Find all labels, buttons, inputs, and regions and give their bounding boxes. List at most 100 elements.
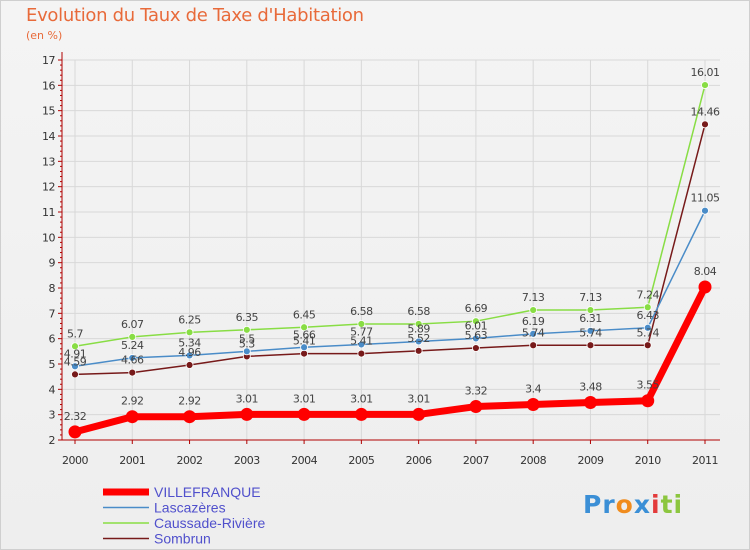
data-point [185,361,194,369]
y-tick-label: 7 [49,307,56,320]
x-tick-label: 2011 [692,454,718,467]
data-point [68,425,82,439]
data-label: 6.58 [407,305,430,318]
data-point [472,317,480,326]
data-point [357,320,366,328]
data-point [414,337,423,346]
data-label: 6.35 [236,311,259,324]
data-label: 14.46 [691,105,720,118]
data-label: 5.7 [67,327,83,340]
logo-part: Pr [583,490,616,519]
y-tick-label: 15 [42,105,55,118]
data-label: 6.43 [636,309,659,322]
data-label: 2.92 [121,395,144,408]
data-point [643,303,652,312]
data-label: 3.01 [236,392,259,405]
data-label: 5.24 [121,339,144,352]
data-label: 7.13 [522,291,545,304]
legend-label: Sombrun [154,531,211,547]
data-label: 5.63 [465,329,488,342]
data-point [240,407,254,421]
y-tick-label: 8 [49,282,56,295]
data-label: 5.74 [522,326,545,339]
data-label: 5.74 [579,326,602,339]
legend-label: VILLEFRANQUE [154,484,261,500]
data-label: 3.01 [293,392,316,405]
series-lines [71,84,709,436]
data-point [128,332,137,341]
y-tick-label: 14 [42,130,55,143]
data-point [469,400,483,414]
data-point [643,341,652,350]
legend: VILLEFRANQUELascazèresCaussade-RivièreSo… [103,484,265,547]
data-point [414,346,423,355]
data-label: 2.92 [178,395,201,408]
data-label: 8.04 [694,265,717,278]
series-points [68,81,712,439]
data-point [71,342,79,351]
data-label: 2.32 [64,410,87,423]
data-point [472,334,480,343]
series-line-lascaz-res [74,209,706,368]
data-point [242,347,251,356]
legend-label: Caussade-Rivière [154,515,265,531]
data-label: 3.01 [350,392,373,405]
x-tick-label: 2010 [635,454,661,467]
data-label: 3.32 [465,385,488,398]
data-label: 16.01 [691,66,720,79]
data-point [529,329,538,338]
data-label: 5.3 [239,337,255,350]
tick-labels: 2 3 4 5 6 7 8 9 10 11 12 13 14 15 16 17 2000 2001 2002 2003… [42,54,719,467]
x-tick-label: 2002 [177,454,203,467]
data-point [529,306,538,314]
series-line-caussade-rivi-re [74,84,706,348]
y-axis-unit-label: (en %) [26,29,63,42]
data-point [185,351,194,360]
data-label: 3.4 [525,383,541,396]
data-point [701,206,709,215]
data-label: 6.07 [121,318,144,331]
data-point [128,354,137,362]
x-tick-label: 2009 [577,454,603,467]
logo-part: ti [660,490,684,519]
data-point [414,320,423,328]
axes [58,52,720,444]
data-label: 3.01 [407,392,430,405]
data-point [300,343,308,352]
y-tick-label: 17 [42,54,55,67]
data-point [185,328,194,337]
data-point [529,341,538,350]
y-tick-label: 12 [42,181,55,194]
data-label: 4.96 [178,346,201,359]
data-point [300,323,308,332]
y-tick-label: 9 [49,257,56,270]
data-label: 3.48 [579,381,602,394]
data-point [354,407,368,421]
data-point [643,323,652,332]
y-tick-label: 5 [49,358,56,371]
data-point [128,368,137,377]
y-tick-label: 11 [42,206,55,219]
logo-part: o [615,490,634,519]
data-point [71,370,79,379]
x-tick-label: 2003 [234,454,260,467]
logo-part: i [650,490,661,519]
x-tick-label: 2007 [463,454,489,467]
data-point [583,396,597,410]
data-label: 7.13 [579,291,602,304]
x-tick-label: 2006 [406,454,432,467]
y-tick-label: 2 [49,434,56,447]
data-point [586,306,595,314]
x-tick-label: 2005 [348,454,374,467]
data-point [357,340,366,349]
data-point [698,280,712,294]
y-tick-label: 4 [49,383,56,396]
data-label: 5.5 [239,332,255,345]
data-point [71,362,79,371]
data-label: 5.74 [636,326,659,339]
series-line-sombrun [74,123,706,376]
data-label: 6.58 [350,305,373,318]
data-label: 5.89 [407,322,430,335]
data-label: 6.25 [178,313,201,326]
data-label: 6.31 [579,312,602,325]
